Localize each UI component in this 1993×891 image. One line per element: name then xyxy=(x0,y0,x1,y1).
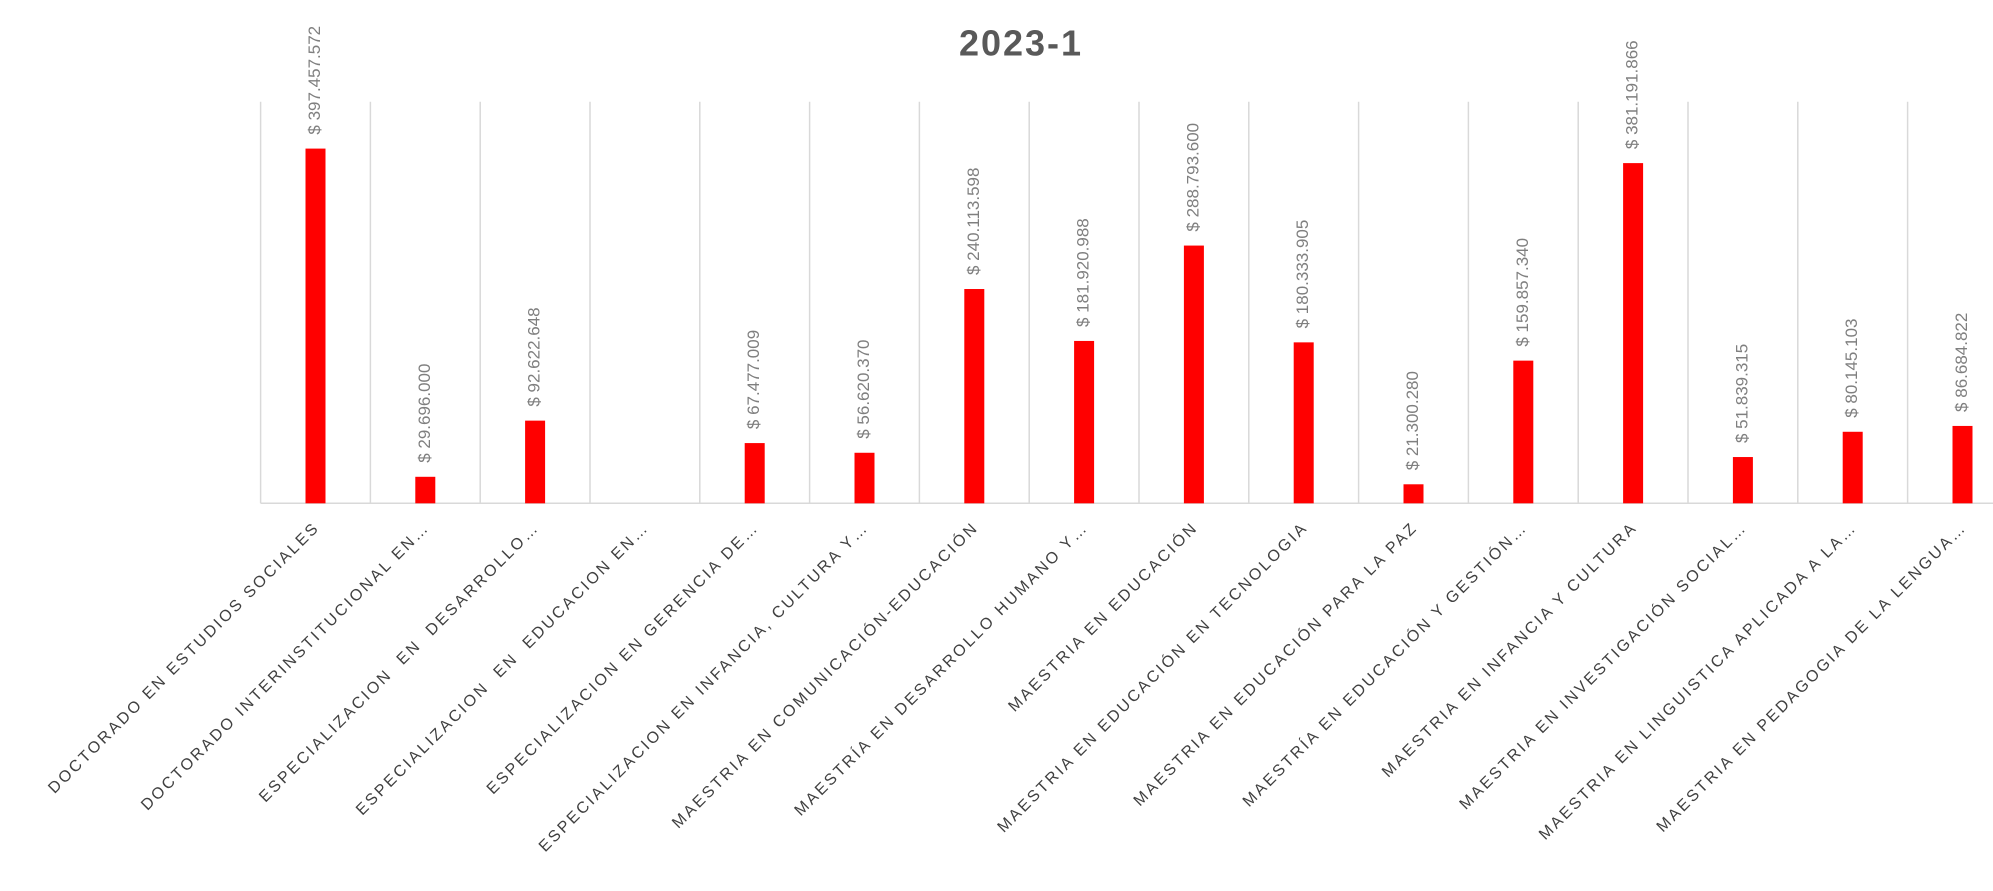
bar xyxy=(1513,360,1534,504)
bar xyxy=(1293,342,1314,504)
x-tick-label: MAESTRIA EN INFANCIA Y CULTURA xyxy=(1379,519,1641,781)
chart-title: 2023-1 xyxy=(959,23,1083,64)
value-label: $ 288.793.600 xyxy=(1183,123,1202,232)
bar xyxy=(415,476,436,504)
bar xyxy=(854,452,875,504)
x-tick-label: MAESTRIA EN EDUCACIÓN xyxy=(1004,518,1202,716)
bar xyxy=(305,148,326,504)
bar xyxy=(1842,431,1863,504)
value-label: $ 397.457.572 xyxy=(305,26,324,135)
value-label: $ 29.696.000 xyxy=(415,364,434,463)
value-label: $ 180.333.905 xyxy=(1293,220,1312,329)
bar xyxy=(744,443,765,504)
bar xyxy=(525,420,546,504)
bar xyxy=(1183,245,1204,504)
bar xyxy=(1074,340,1095,504)
bar xyxy=(1403,484,1424,504)
value-label: $ 381.191.866 xyxy=(1623,40,1642,149)
value-label: $ 86.684.822 xyxy=(1952,313,1971,412)
value-label: $ 56.620.370 xyxy=(854,340,873,439)
value-label: $ 67.477.009 xyxy=(744,330,763,429)
bar xyxy=(1952,425,1973,504)
value-label: $ 159.857.340 xyxy=(1513,238,1532,347)
value-label: $ 80.145.103 xyxy=(1842,319,1861,418)
value-label: $ 240.113.598 xyxy=(964,168,983,275)
bar xyxy=(964,289,985,504)
value-label: $ 51.839.315 xyxy=(1732,344,1751,443)
value-label: $ 21.300.280 xyxy=(1403,371,1422,470)
bar xyxy=(1623,163,1644,504)
value-label: $ 92.622.648 xyxy=(525,307,544,406)
bar xyxy=(1732,457,1753,504)
value-label: $ 181.920.988 xyxy=(1074,218,1093,327)
